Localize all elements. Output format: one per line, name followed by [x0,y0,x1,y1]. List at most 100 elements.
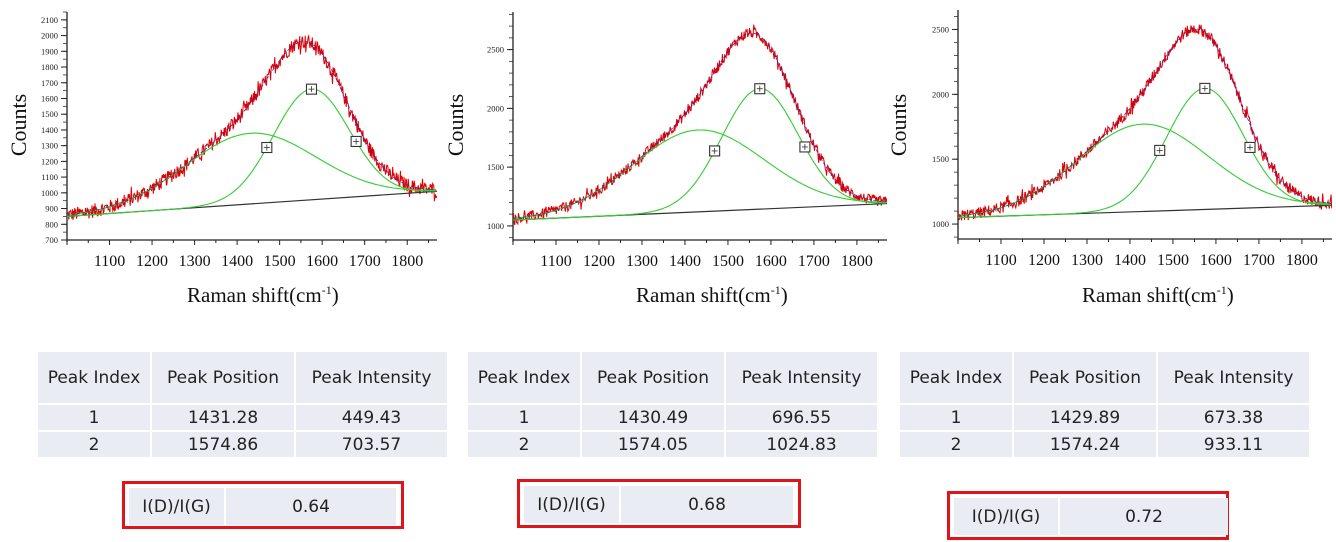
ratio-box-3: I(D)/I(G) 0.72 [947,491,1229,540]
table-row: 1 1431.28 449.43 [38,405,447,430]
fitted-peak-1-line [513,129,887,220]
y-tick-label: 1000 [41,188,58,198]
x-tick-label: 1100 [94,253,125,270]
table-header-row: Peak Index Peak Position Peak Intensity [900,352,1309,403]
peak-table-1: Peak Index Peak Position Peak Intensity … [36,350,449,459]
x-tick-label: 1400 [221,253,253,270]
x-axis-title-close: ) [1226,283,1234,307]
measured-spectrum-line [67,34,437,220]
y-tick-label: 1800 [41,62,58,72]
y-tick-label: 1500 [932,154,949,164]
plot-area [67,34,437,220]
y-tick-label: 900 [45,204,58,214]
y-tick-label: 2000 [932,89,949,99]
table-row: 1 1429.89 673.38 [900,405,1309,430]
cell-intensity: 696.55 [726,405,877,430]
table-header-row: Peak Index Peak Position Peak Intensity [468,352,877,403]
chart-1: 1100 1200 1300 1400 1500 1600 1700 1800 700 800 90… [41,11,437,270]
x-tick-label: 1100 [540,253,571,270]
cell-index: 2 [900,432,1012,457]
x-tick-label: 1800 [1286,252,1318,269]
y-tick-label: 1700 [41,78,58,88]
y-tick-label: 2100 [41,15,58,25]
cell-intensity: 673.38 [1158,405,1309,430]
x-tick-label: 1800 [391,253,423,270]
measured-spectrum-line [958,24,1332,221]
cell-index: 2 [38,432,150,457]
header-peak-index: Peak Index [900,352,1012,403]
header-peak-position: Peak Position [582,352,724,403]
y-axis-title-2: Counts [443,93,469,157]
y-tick-label: 2500 [932,24,949,34]
x-tick-label: 1400 [669,253,701,270]
x-tick-label: 1700 [1243,252,1275,269]
fitted-peak-2-line [958,87,1332,219]
x-tick-label: 1200 [136,253,168,270]
ratio-box-1: I(D)/I(G) 0.64 [122,481,404,529]
header-peak-index: Peak Index [38,352,150,403]
x-tick-label: 1200 [1028,252,1060,269]
header-peak-index: Peak Index [468,352,580,403]
y-tick-label: 1500 [487,162,504,172]
x-tick-label: 1300 [179,253,211,270]
cell-index: 2 [468,432,580,457]
x-axis-title-sup: -1 [1216,283,1227,297]
cell-index: 1 [38,405,150,430]
ratio-cells: I(D)/I(G) 0.72 [954,498,1228,535]
y-tick-label: 1000 [487,221,504,231]
x-tick-label: 1600 [755,253,787,270]
fitted-peak-2-line [513,88,887,221]
ratio-label: I(D)/I(G) [524,486,619,523]
cell-intensity: 1024.83 [726,432,877,457]
x-tick-label: 1700 [798,253,830,270]
ratio-cells: I(D)/I(G) 0.64 [129,488,396,525]
plot-area [513,24,887,226]
cell-intensity: 449.43 [296,405,447,430]
x-tick-label: 1700 [349,253,381,270]
ratio-value: 0.64 [226,488,396,525]
y-axis-title-3: Counts [886,93,912,157]
ratio-value: 0.72 [1060,498,1228,535]
raman-spectra-charts: 1100 1200 1300 1400 1500 1600 1700 1800 700 800 90… [41,10,1332,270]
y-tick-label: 2500 [487,45,504,55]
header-peak-position: Peak Position [152,352,294,403]
x-axis-title-1: Raman shift(cm-1) [187,283,339,308]
y-tick-label: 1000 [932,219,949,229]
cell-position: 1429.89 [1014,405,1156,430]
cell-index: 1 [468,405,580,430]
header-peak-intensity: Peak Intensity [1158,352,1309,403]
fitted-peak-2-line [67,88,437,217]
x-tick-label: 1200 [583,253,615,270]
x-axis-title-3: Raman shift(cm-1) [1082,283,1234,308]
x-axis-title-text: Raman shift(cm [1082,283,1217,307]
cell-position: 1574.24 [1014,432,1156,457]
ratio-value: 0.68 [621,486,793,523]
x-tick-label: 1600 [1200,252,1232,269]
y-tick-label: 1500 [41,109,58,119]
y-tick-label: 800 [45,219,58,229]
y-tick-label: 2000 [41,31,58,41]
x-tick-label: 1500 [1157,252,1189,269]
x-axis-title-2: Raman shift(cm-1) [636,283,788,308]
cell-position: 1574.05 [582,432,724,457]
y-axis-title-1: Counts [6,93,32,157]
header-peak-intensity: Peak Intensity [296,352,447,403]
x-axis-title-close: ) [331,283,339,307]
header-peak-intensity: Peak Intensity [726,352,877,403]
fitted-peak-1-line [67,132,437,216]
y-tick-label: 1100 [41,172,58,182]
table-row: 2 1574.05 1024.83 [468,432,877,457]
x-axis-title-text: Raman shift(cm [636,283,771,307]
cumulative-fit-line [67,41,437,216]
y-tick-label: 1300 [41,141,58,151]
x-tick-label: 1600 [306,253,338,270]
plot-area [958,24,1332,221]
measured-spectrum-line [513,24,887,226]
y-tick-label: 1600 [41,93,58,103]
ratio-label: I(D)/I(G) [129,488,224,525]
x-axis-title-text: Raman shift(cm [187,283,322,307]
table-header-row: Peak Index Peak Position Peak Intensity [38,352,447,403]
cell-index: 1 [900,405,1012,430]
table-row: 1 1430.49 696.55 [468,405,877,430]
